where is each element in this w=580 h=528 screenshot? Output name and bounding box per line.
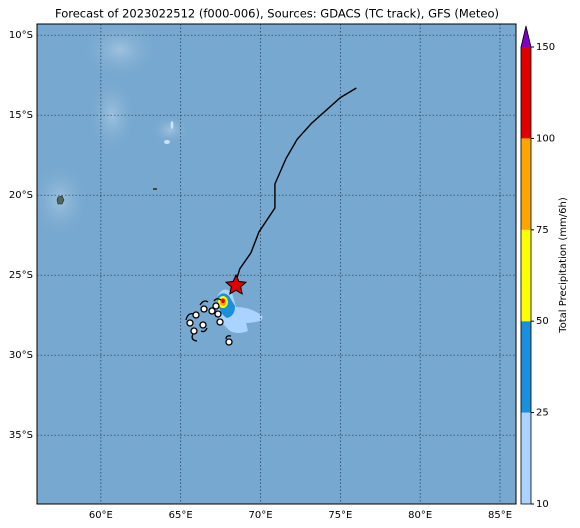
y-tick-label: 20°S <box>9 190 33 201</box>
colorbar-bin <box>521 138 531 230</box>
island <box>153 188 157 190</box>
colorbar-frame <box>520 25 532 505</box>
x-tick-label: 70°E <box>249 510 273 521</box>
x-tick-label: 80°E <box>408 510 432 521</box>
x-tick-label: 65°E <box>169 510 193 521</box>
cloud <box>150 115 190 145</box>
colorbar-bin <box>521 229 531 322</box>
grid <box>37 24 516 504</box>
colorbar-extend <box>521 26 531 47</box>
current-position <box>224 273 248 295</box>
y-tick-label: 15°S <box>9 110 33 121</box>
y-tick-label: 10°S <box>9 30 33 41</box>
track <box>234 87 357 286</box>
rain-patch <box>170 121 174 129</box>
x-tick-label: 75°E <box>328 510 352 521</box>
map-frame <box>36 23 517 505</box>
x-tick-label: 85°E <box>488 510 512 521</box>
rain-patch <box>164 140 170 144</box>
colorbar-tick-label: 50 <box>536 316 549 327</box>
colorbar-tick-label: 10 <box>536 499 549 510</box>
colorbar-bin <box>521 412 531 504</box>
y-tick-label: 25°S <box>9 270 33 281</box>
precip-area <box>221 298 225 304</box>
colorbar-tick-label: 25 <box>536 408 549 419</box>
colorbar: 10 25 50 75 100 150 <box>520 25 555 510</box>
colorbar-bin <box>521 321 531 413</box>
cyclone-symbols <box>185 298 233 346</box>
colorbar-label: Total Precipitation (mm/6h) <box>558 197 569 334</box>
cloud <box>80 24 160 80</box>
colorbar-bin <box>521 47 531 139</box>
y-tick-label: 35°S <box>9 430 33 441</box>
chart-title: Forecast of 2023022512 (f000-006), Sourc… <box>55 7 499 21</box>
track-line <box>234 87 357 286</box>
island <box>56 195 65 205</box>
colorbar-tick-label: 100 <box>536 133 555 144</box>
colorbar-tick-label: 75 <box>536 225 549 236</box>
y-tick-label: 30°S <box>9 350 33 361</box>
map <box>37 24 516 504</box>
colorbar-tick-label: 150 <box>536 42 555 53</box>
x-tick-label: 60°E <box>89 510 113 521</box>
